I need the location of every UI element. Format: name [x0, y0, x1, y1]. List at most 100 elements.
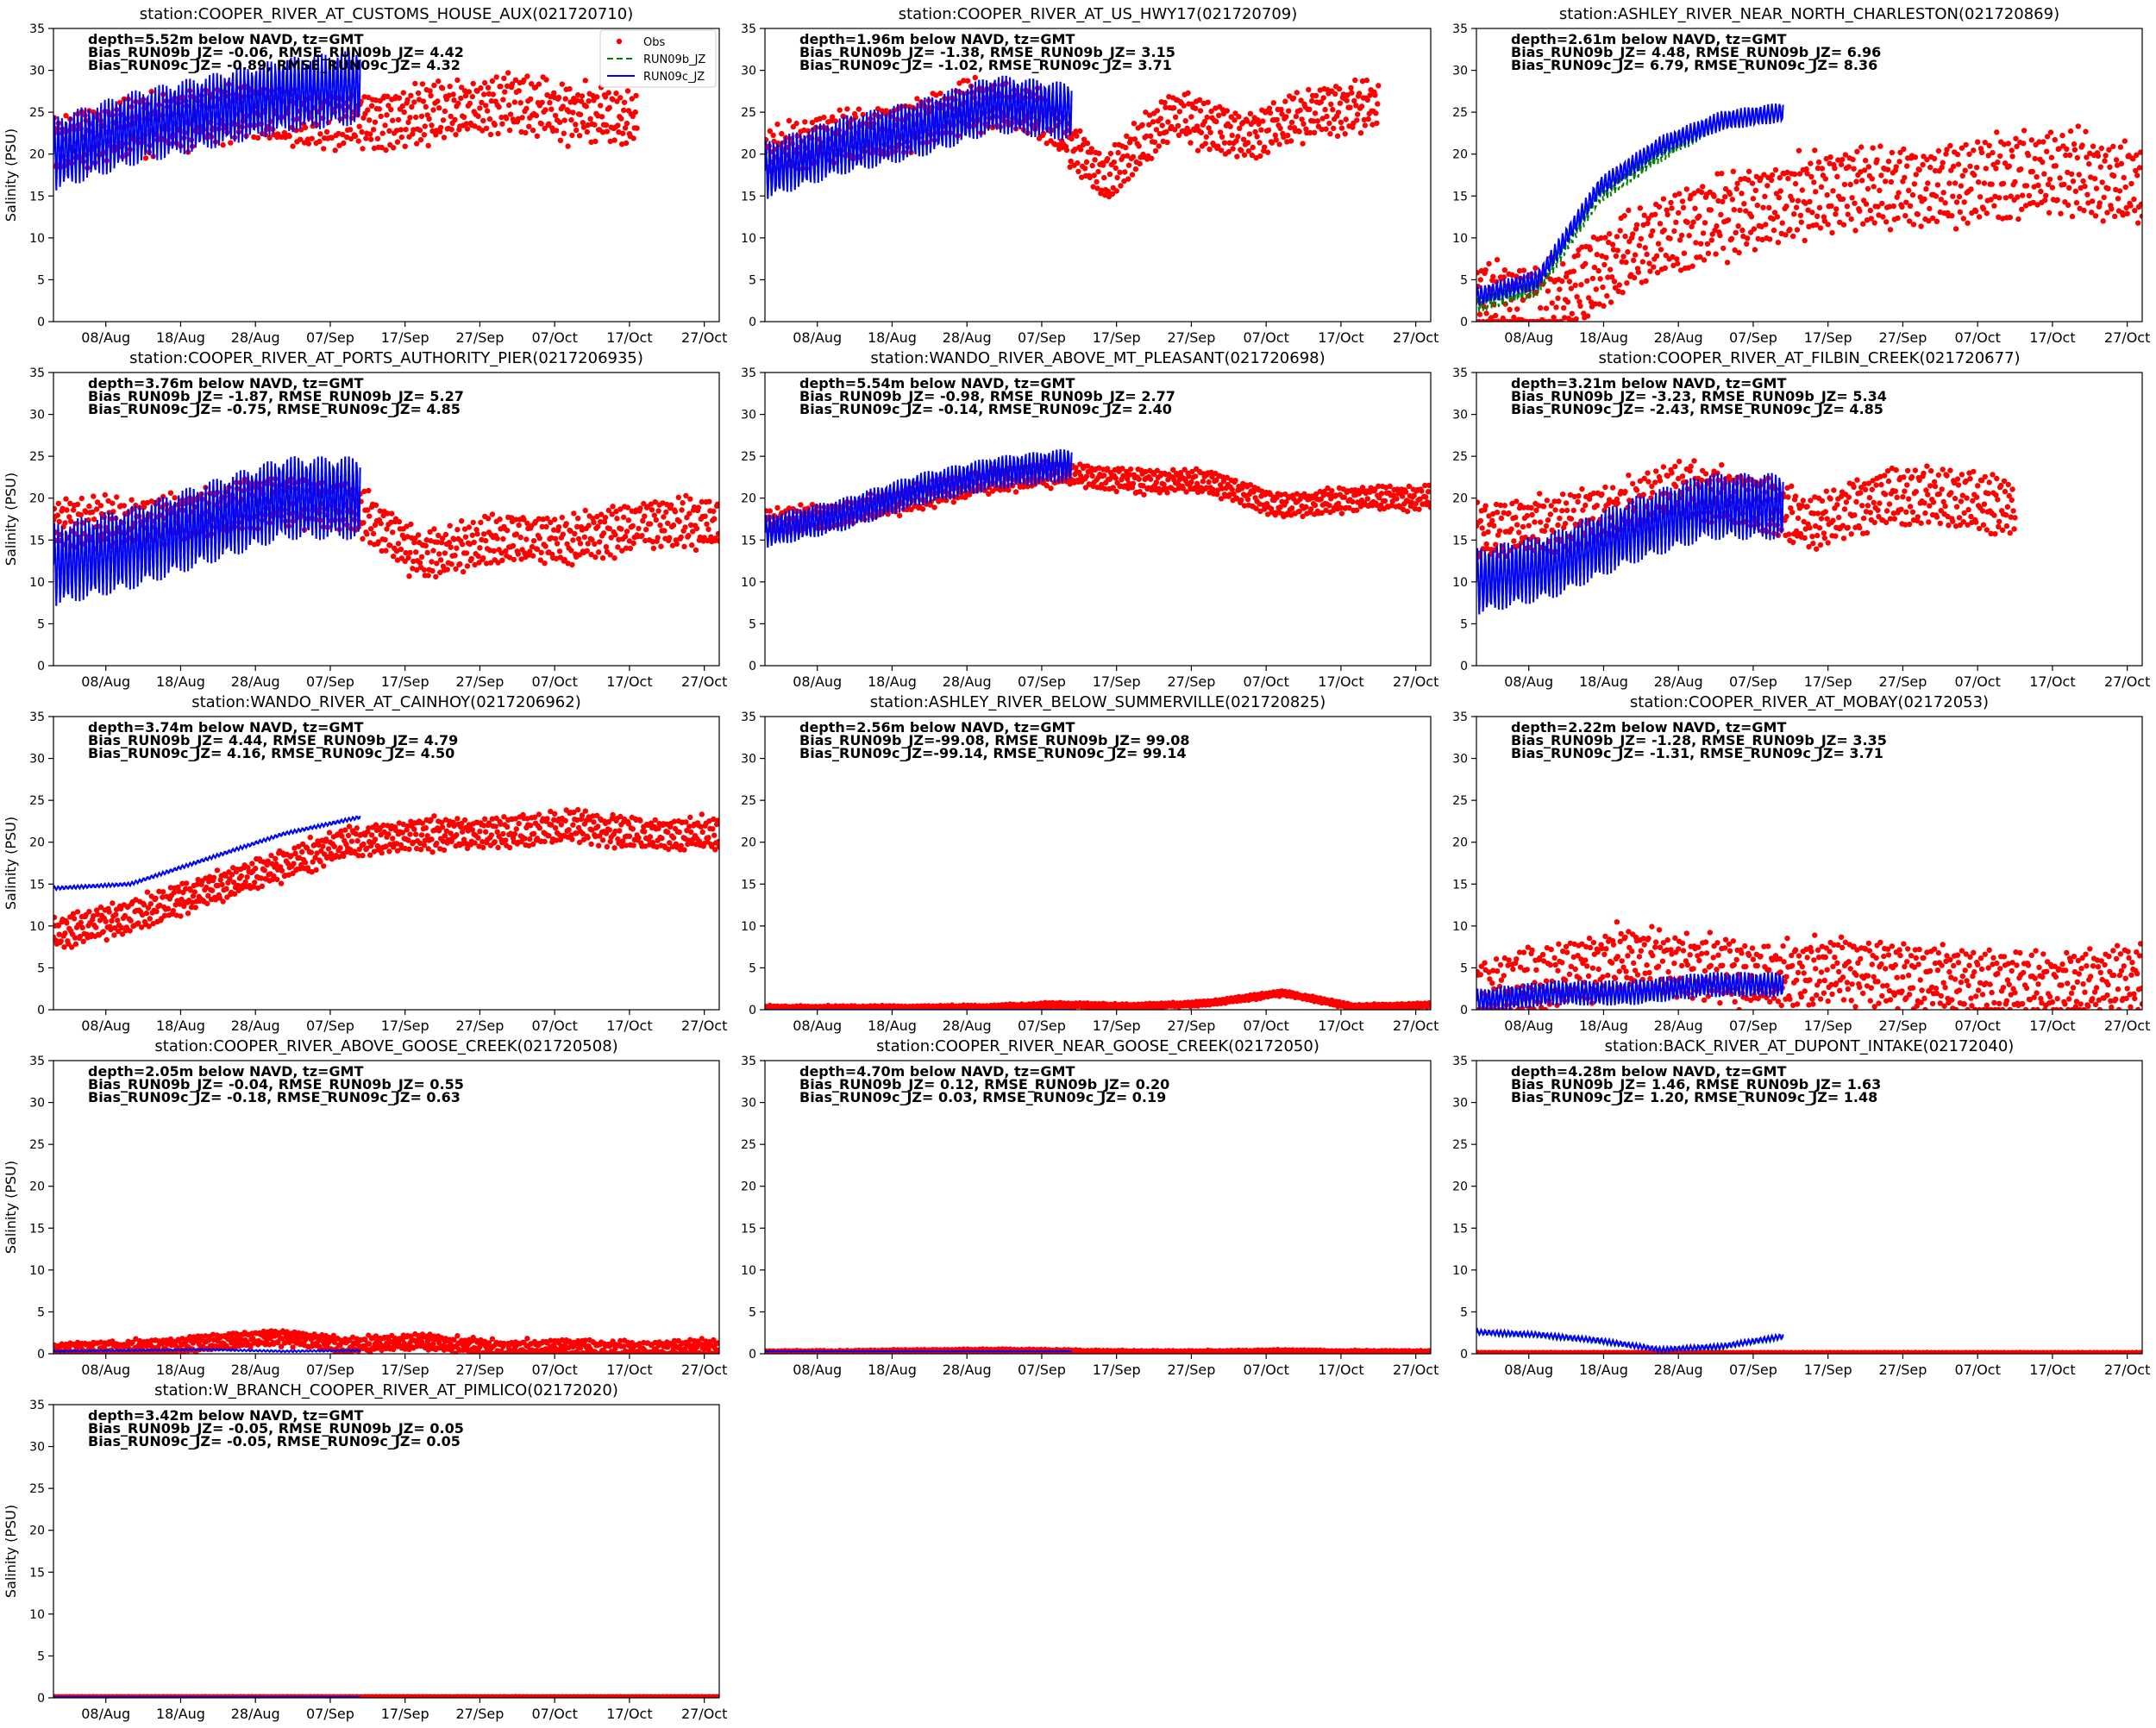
obs-point: [2101, 218, 2106, 223]
obs-point: [1961, 216, 1966, 221]
obs-point: [1330, 107, 1335, 112]
obs-point: [2103, 153, 2108, 158]
obs-point: [442, 550, 448, 555]
obs-point: [398, 547, 404, 552]
obs-point: [1735, 223, 1740, 229]
obs-point: [1672, 464, 1677, 469]
obs-point: [951, 499, 956, 504]
obs-point: [1737, 208, 1742, 213]
x-tick-label: 07/Oct: [1954, 329, 2000, 346]
obs-point: [1600, 285, 1605, 290]
obs-point: [2033, 156, 2038, 161]
y-tick-label: 30: [1452, 409, 1468, 423]
obs-point: [1955, 476, 1960, 481]
obs-point: [1339, 125, 1344, 130]
obs-point: [1309, 98, 1314, 103]
obs-point: [526, 124, 531, 129]
obs-point: [1183, 118, 1188, 123]
obs-point: [474, 531, 479, 536]
obs-point: [1866, 164, 1871, 169]
obs-point: [1921, 197, 1927, 202]
obs-point: [2049, 155, 2054, 160]
obs-point: [1344, 116, 1349, 122]
obs-point: [1478, 518, 1483, 523]
obs-point: [1802, 238, 1808, 243]
obs-point: [441, 117, 446, 122]
obs-point: [585, 129, 590, 135]
obs-point: [106, 909, 111, 914]
obs-point: [651, 546, 656, 551]
stats-annotation: Bias_RUN09c_JZ= -2.43, RMSE_RUN09c_JZ= 4…: [1511, 401, 1883, 417]
obs-point: [2125, 211, 2130, 216]
obs-point: [396, 117, 401, 122]
obs-point: [1138, 161, 1143, 166]
obs-point: [426, 116, 431, 122]
obs-point: [1348, 85, 1353, 91]
y-tick-label: 35: [29, 22, 45, 36]
obs-point: [1906, 188, 1911, 193]
obs-point: [567, 86, 572, 91]
obs-point: [1692, 206, 1697, 211]
obs-point: [147, 916, 153, 921]
obs-point: [94, 506, 99, 511]
obs-point: [1956, 161, 1961, 166]
obs-point: [1286, 109, 1291, 114]
obs-point: [1597, 276, 1602, 281]
obs-point: [1727, 191, 1733, 197]
obs-point: [1873, 482, 1878, 487]
obs-point: [542, 107, 548, 112]
obs-point: [573, 128, 579, 133]
obs-point: [1865, 530, 1870, 535]
obs-point: [1790, 540, 1796, 545]
obs-point: [454, 546, 459, 551]
obs-point: [2086, 161, 2091, 166]
obs-point: [403, 127, 408, 132]
obs-point: [1872, 220, 1877, 225]
obs-point: [1901, 147, 1906, 152]
obs-point: [1137, 143, 1142, 148]
obs-point: [1349, 90, 1354, 95]
obs-point: [499, 122, 505, 127]
y-tick-label: 15: [741, 190, 756, 203]
obs-point: [1614, 254, 1619, 259]
obs-point: [1947, 143, 1952, 148]
obs-point: [52, 506, 57, 511]
obs-point: [1636, 270, 1641, 275]
y-tick-label: 15: [1452, 534, 1468, 548]
obs-point: [704, 522, 709, 527]
obs-point: [472, 540, 477, 545]
obs-point: [382, 122, 387, 128]
x-tick-label: 08/Aug: [1504, 673, 1553, 690]
obs-point: [1942, 504, 1947, 509]
obs-point: [481, 91, 486, 97]
obs-point: [86, 909, 91, 914]
obs-point: [1528, 505, 1533, 510]
obs-point: [1861, 516, 1866, 521]
obs-point: [383, 147, 388, 153]
obs-point: [1291, 96, 1296, 101]
obs-point: [1933, 484, 1938, 489]
obs-point: [220, 898, 225, 904]
obs-point: [586, 98, 592, 103]
obs-point: [1836, 515, 1841, 520]
obs-point: [1595, 503, 1600, 508]
obs-point: [1372, 92, 1377, 97]
obs-point: [1827, 154, 1833, 160]
obs-point: [2128, 203, 2133, 208]
x-tick-label: 27/Oct: [2104, 673, 2150, 690]
obs-point: [1197, 97, 1202, 103]
obs-point: [490, 78, 495, 84]
obs-point: [1808, 160, 1813, 166]
obs-point: [556, 95, 561, 100]
obs-point: [422, 567, 427, 573]
obs-point: [1557, 286, 1562, 291]
obs-point: [1852, 201, 1857, 206]
x-tick-label: 17/Oct: [2029, 673, 2075, 690]
chart-panel: station:COOPER_RIVER_AT_PORTS_AUTHORITY_…: [3, 349, 727, 690]
obs-point: [2115, 196, 2121, 201]
obs-point: [1994, 129, 1999, 135]
obs-point: [540, 100, 545, 105]
obs-point: [1971, 147, 1976, 153]
obs-point: [442, 109, 448, 114]
obs-point: [91, 517, 97, 522]
